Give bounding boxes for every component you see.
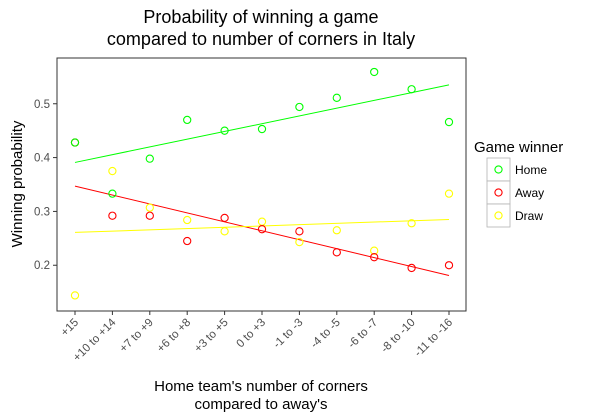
x-tick-label: +3 to +5 <box>192 317 230 355</box>
y-tick-label: 0.3 <box>34 206 50 218</box>
point-away <box>407 263 416 273</box>
legend-label-home: Home <box>515 163 547 177</box>
x-tick-label: -1 to -3 <box>271 317 305 351</box>
x-tick-label: +15 <box>59 317 81 339</box>
point-draw <box>370 246 379 255</box>
point-away <box>145 211 154 220</box>
point-home <box>370 67 379 77</box>
y-axis-title: Winning probability <box>9 120 26 247</box>
legend-label-away: Away <box>515 186 544 200</box>
point-home <box>444 117 454 127</box>
x-tick-label: -11 to -16 <box>412 317 455 360</box>
point-away <box>183 236 192 246</box>
y-axis: 0.2 0.3 0.4 0.5 <box>34 99 57 272</box>
trend-line-away <box>74 185 450 276</box>
x-axis: +15+10 to +14 +7 to +9 +6 to +8 +3 to +5 0 t… <box>59 311 455 364</box>
point-away <box>332 248 341 257</box>
chart-title-line-2: compared to number of corners in Italy <box>107 29 415 49</box>
point-away <box>370 253 379 262</box>
point-draw <box>183 215 192 225</box>
point-draw <box>145 203 154 212</box>
trend-line-home <box>74 84 450 163</box>
point-home <box>407 85 416 94</box>
point-away <box>220 213 229 223</box>
x-tick-label: +7 to +9 <box>118 317 156 355</box>
data-points <box>70 67 454 300</box>
point-away <box>108 211 117 220</box>
point-home <box>70 138 80 147</box>
x-axis-title-line-1: Home team's number of corners <box>154 378 368 395</box>
point-home <box>295 102 304 112</box>
point-draw <box>407 219 416 228</box>
point-draw <box>295 237 304 247</box>
legend-key-draw <box>486 203 511 228</box>
legend: Game winner Home Away Draw <box>474 139 563 228</box>
x-tick-label: 0 to +3 <box>235 317 269 351</box>
point-away <box>257 225 267 234</box>
point-away <box>444 261 454 270</box>
point-home <box>108 189 117 198</box>
plot-panel <box>56 57 467 312</box>
legend-label-draw: Draw <box>515 209 543 223</box>
x-axis-title-line-2: compared to away's <box>195 396 328 413</box>
point-home <box>332 93 341 102</box>
x-tick-label: +6 to +8 <box>155 317 193 355</box>
point-home <box>183 115 192 125</box>
point-draw <box>70 291 80 300</box>
y-tick-label: 0.5 <box>34 99 50 111</box>
point-draw <box>444 189 454 198</box>
y-tick-label: 0.2 <box>34 260 50 272</box>
point-home <box>145 154 154 163</box>
legend-key-away <box>486 180 511 205</box>
x-tick-label: -4 to -5 <box>309 317 343 351</box>
point-home <box>257 124 267 134</box>
legend-marker-home <box>494 165 503 174</box>
legend-marker-away <box>494 188 503 197</box>
point-draw <box>108 166 117 176</box>
legend-marker-draw <box>494 211 503 220</box>
point-draw <box>220 227 229 236</box>
y-tick-label: 0.4 <box>34 153 51 165</box>
point-away <box>295 227 304 236</box>
legend-title: Game winner <box>474 139 563 156</box>
x-tick-label: -8 to -10 <box>379 317 418 356</box>
chart-title-line-1: Probability of winning a game <box>143 7 378 27</box>
legend-key-home <box>486 157 511 182</box>
point-draw <box>332 226 341 235</box>
point-home <box>220 126 229 135</box>
x-tick-label: -6 to -7 <box>346 317 380 351</box>
